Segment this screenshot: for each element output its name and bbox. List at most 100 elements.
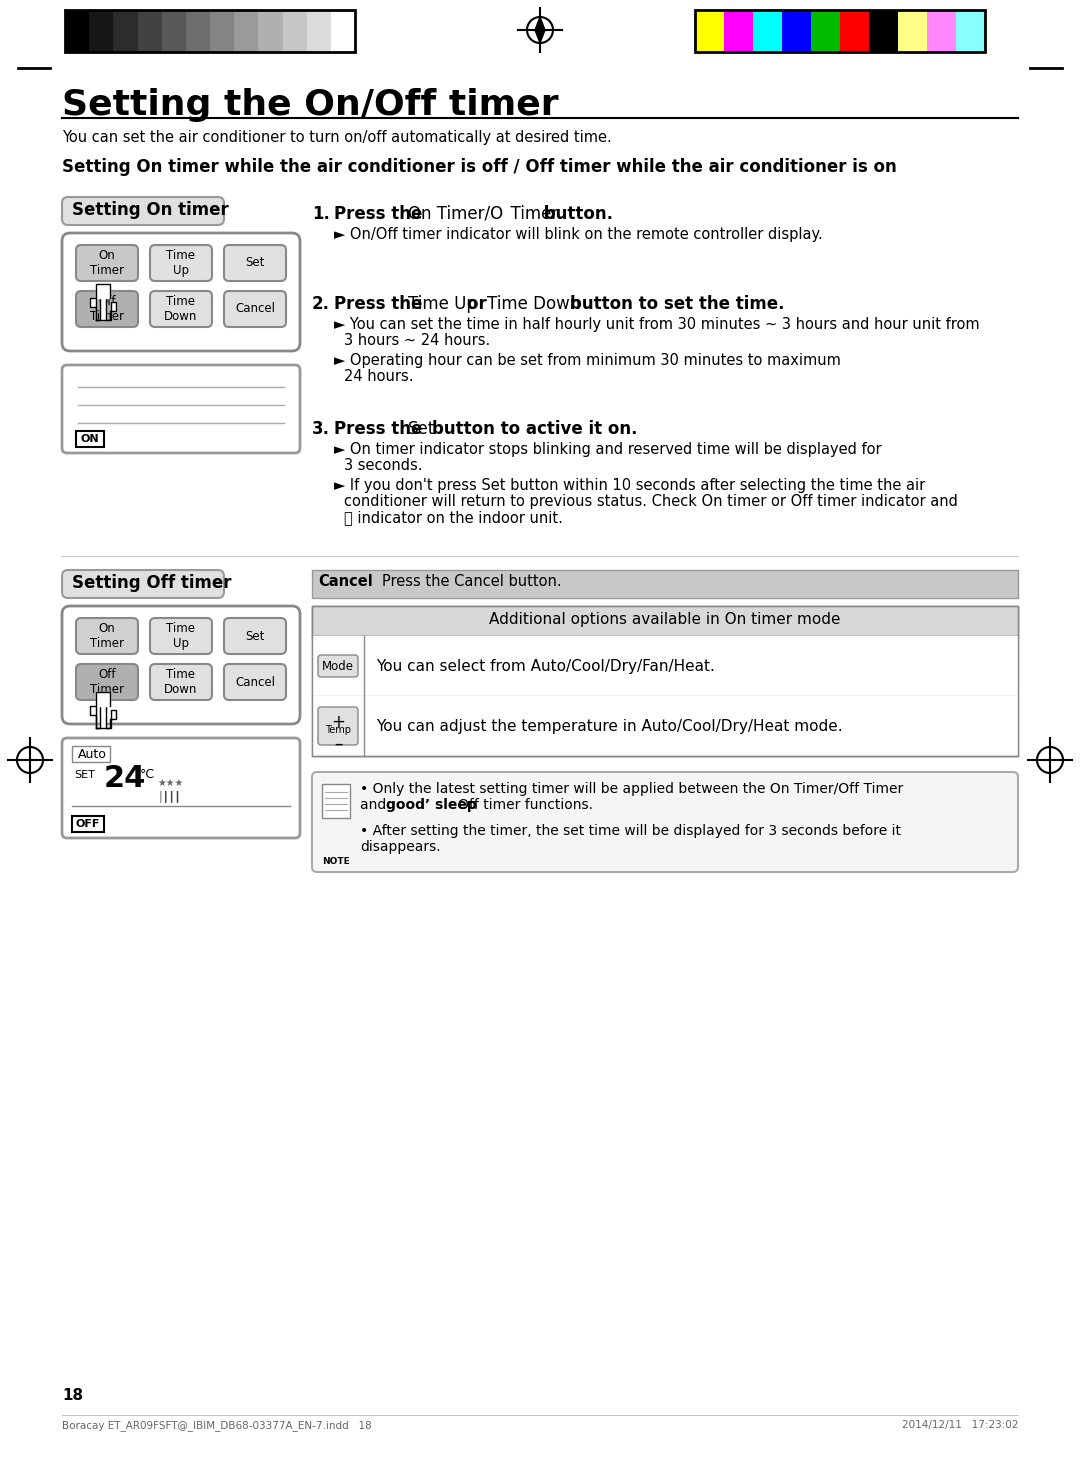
Bar xyxy=(312,697,1018,756)
Polygon shape xyxy=(96,692,110,706)
Bar xyxy=(162,10,186,52)
Bar xyxy=(811,10,840,52)
Text: ★★★: ★★★ xyxy=(157,778,184,788)
Bar xyxy=(782,10,811,52)
FancyBboxPatch shape xyxy=(62,233,300,351)
Bar xyxy=(312,570,1018,598)
Text: • Only the latest setting timer will be applied between the On Timer/Off Timer: • Only the latest setting timer will be … xyxy=(360,782,903,796)
Bar xyxy=(312,607,1018,756)
Bar xyxy=(696,10,985,52)
FancyBboxPatch shape xyxy=(318,655,357,677)
Text: You can set the air conditioner to turn on/off automatically at desired time.: You can set the air conditioner to turn … xyxy=(62,130,611,145)
Bar xyxy=(65,10,355,52)
Text: Setting Off timer: Setting Off timer xyxy=(72,574,231,592)
Text: 24: 24 xyxy=(104,765,147,793)
Polygon shape xyxy=(96,283,110,298)
Text: ⓘ indicator on the indoor unit.: ⓘ indicator on the indoor unit. xyxy=(345,511,563,525)
Bar xyxy=(753,10,782,52)
FancyBboxPatch shape xyxy=(224,291,286,328)
Text: Time
Down: Time Down xyxy=(164,669,198,697)
Bar xyxy=(696,10,724,52)
Text: 18: 18 xyxy=(62,1387,83,1404)
Text: Auto: Auto xyxy=(78,748,107,762)
Text: Set: Set xyxy=(245,629,265,642)
Bar xyxy=(113,10,137,52)
Text: ► If you don't press Set button within 10 seconds after selecting the time the a: ► If you don't press Set button within 1… xyxy=(334,478,926,493)
Bar xyxy=(840,10,869,52)
Text: OFF: OFF xyxy=(76,819,100,830)
Bar xyxy=(210,10,234,52)
Text: Press the: Press the xyxy=(334,295,428,313)
FancyBboxPatch shape xyxy=(76,664,138,700)
Bar xyxy=(322,784,350,818)
Text: Timer: Timer xyxy=(500,205,564,223)
Bar xyxy=(90,10,113,52)
Bar xyxy=(330,10,355,52)
Text: 3.: 3. xyxy=(312,421,330,438)
Bar xyxy=(927,10,956,52)
Bar xyxy=(65,10,90,52)
FancyBboxPatch shape xyxy=(62,607,300,725)
FancyBboxPatch shape xyxy=(224,245,286,280)
FancyBboxPatch shape xyxy=(318,707,357,745)
FancyBboxPatch shape xyxy=(224,664,286,700)
Text: Temp: Temp xyxy=(325,725,351,735)
Bar xyxy=(956,10,985,52)
Text: +: + xyxy=(332,713,345,731)
Bar xyxy=(283,10,307,52)
Text: button to set the time.: button to set the time. xyxy=(570,295,784,313)
Bar xyxy=(234,10,258,52)
Text: Off
Timer: Off Timer xyxy=(90,295,124,323)
Text: Time
Up: Time Up xyxy=(166,249,195,277)
Text: Additional options available in On timer mode: Additional options available in On timer… xyxy=(489,613,840,627)
Text: Time Down: Time Down xyxy=(487,295,580,313)
Bar xyxy=(72,816,104,832)
Bar xyxy=(76,431,104,447)
Bar xyxy=(72,745,110,762)
Bar xyxy=(897,10,927,52)
FancyBboxPatch shape xyxy=(76,618,138,654)
FancyBboxPatch shape xyxy=(62,196,224,224)
Bar xyxy=(312,607,1018,756)
Text: Setting On timer while the air conditioner is off / Off timer while the air cond: Setting On timer while the air condition… xyxy=(62,158,896,176)
Text: Time
Down: Time Down xyxy=(164,295,198,323)
Text: SET: SET xyxy=(75,770,95,779)
Text: Cancel: Cancel xyxy=(318,574,373,589)
Text: button.: button. xyxy=(538,205,613,223)
Text: 2014/12/11   17:23:02: 2014/12/11 17:23:02 xyxy=(902,1420,1018,1430)
Text: 2.: 2. xyxy=(312,295,330,313)
Text: Set: Set xyxy=(408,421,435,438)
Bar xyxy=(307,10,330,52)
Text: or: or xyxy=(467,295,492,313)
Text: Set: Set xyxy=(245,257,265,270)
Text: Time Up: Time Up xyxy=(408,295,477,313)
Text: Off timer functions.: Off timer functions. xyxy=(458,799,593,812)
Text: On
Timer: On Timer xyxy=(90,249,124,277)
Bar xyxy=(312,636,1018,697)
Polygon shape xyxy=(91,291,116,320)
Text: │┃┃┃: │┃┃┃ xyxy=(157,790,180,801)
Text: conditioner will return to previous status. Check On timer or Off timer indicato: conditioner will return to previous stat… xyxy=(345,494,958,509)
Bar xyxy=(137,10,162,52)
FancyBboxPatch shape xyxy=(76,245,138,280)
Text: You can adjust the temperature in Auto/Cool/Dry/Heat mode.: You can adjust the temperature in Auto/C… xyxy=(376,719,842,734)
Text: On Timer/O: On Timer/O xyxy=(408,205,503,223)
Bar xyxy=(312,607,1018,636)
Text: and: and xyxy=(360,799,391,812)
Bar xyxy=(724,10,753,52)
Text: Time
Up: Time Up xyxy=(166,621,195,649)
Text: On
Timer: On Timer xyxy=(90,621,124,649)
Text: ► You can set the time in half hourly unit from 30 minutes ~ 3 hours and hour un: ► You can set the time in half hourly un… xyxy=(334,317,980,332)
FancyBboxPatch shape xyxy=(150,618,212,654)
FancyBboxPatch shape xyxy=(224,618,286,654)
Text: 1.: 1. xyxy=(312,205,329,223)
FancyBboxPatch shape xyxy=(62,570,224,598)
FancyBboxPatch shape xyxy=(62,738,300,838)
Text: ON: ON xyxy=(81,434,99,444)
Bar xyxy=(186,10,210,52)
Polygon shape xyxy=(91,700,116,728)
Text: You can select from Auto/Cool/Dry/Fan/Heat.: You can select from Auto/Cool/Dry/Fan/He… xyxy=(376,658,715,673)
Text: button to active it on.: button to active it on. xyxy=(432,421,637,438)
Text: Mode: Mode xyxy=(322,660,354,673)
Bar xyxy=(869,10,897,52)
